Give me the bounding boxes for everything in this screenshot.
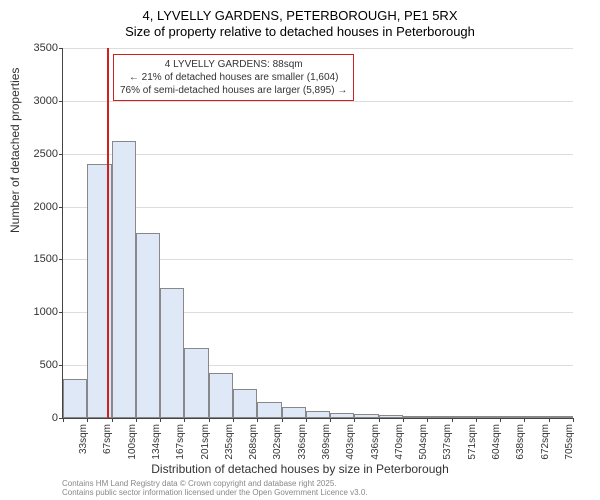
ytick-label: 3500 — [8, 42, 58, 54]
xtick-mark — [282, 418, 283, 422]
ytick-label: 500 — [8, 359, 58, 371]
histogram-bar — [476, 416, 500, 418]
xtick-mark — [476, 418, 477, 422]
xtick-mark — [112, 418, 113, 422]
xtick-label: 672sqm — [540, 424, 551, 474]
gridline-h — [63, 207, 573, 208]
xtick-label: 67sqm — [102, 424, 113, 474]
ytick-mark — [59, 101, 63, 102]
xtick-mark — [233, 418, 234, 422]
xtick-label: 33sqm — [78, 424, 89, 474]
xtick-mark — [330, 418, 331, 422]
xtick-label: 100sqm — [127, 424, 138, 474]
xtick-label: 201sqm — [200, 424, 211, 474]
xtick-mark — [379, 418, 380, 422]
xtick-label: 436sqm — [370, 424, 381, 474]
chart-title-line2: Size of property relative to detached ho… — [0, 24, 600, 39]
ytick-label: 1000 — [8, 306, 58, 318]
xtick-mark — [209, 418, 210, 422]
ytick-label: 2000 — [8, 201, 58, 213]
xtick-mark — [184, 418, 185, 422]
histogram-bar — [549, 416, 573, 418]
xtick-mark — [257, 418, 258, 422]
histogram-bar — [63, 379, 87, 418]
xtick-label: 403sqm — [345, 424, 356, 474]
ytick-mark — [59, 207, 63, 208]
xtick-label: 302sqm — [272, 424, 283, 474]
xtick-mark — [87, 418, 88, 422]
histogram-bar — [257, 402, 281, 418]
histogram-bar — [233, 389, 257, 418]
ytick-mark — [59, 312, 63, 313]
xtick-mark — [573, 418, 574, 422]
annotation-line1: 4 LYVELLY GARDENS: 88sqm — [120, 58, 347, 71]
xtick-label: 235sqm — [224, 424, 235, 474]
histogram-bar — [524, 416, 548, 418]
xtick-mark — [524, 418, 525, 422]
histogram-bar — [184, 348, 208, 418]
xtick-mark — [306, 418, 307, 422]
credits-text: Contains HM Land Registry data © Crown c… — [62, 479, 368, 498]
xtick-label: 705sqm — [564, 424, 575, 474]
histogram-bar — [306, 411, 330, 418]
ytick-mark — [59, 259, 63, 260]
ytick-mark — [59, 48, 63, 49]
plot-area: 4 LYVELLY GARDENS: 88sqm← 21% of detache… — [62, 48, 573, 419]
xtick-label: 167sqm — [175, 424, 186, 474]
ytick-label: 3000 — [8, 95, 58, 107]
ytick-label: 1500 — [8, 253, 58, 265]
xtick-label: 268sqm — [248, 424, 259, 474]
ytick-mark — [59, 154, 63, 155]
xtick-label: 604sqm — [491, 424, 502, 474]
ytick-label: 0 — [8, 412, 58, 424]
xtick-label: 638sqm — [515, 424, 526, 474]
xtick-mark — [500, 418, 501, 422]
xtick-mark — [452, 418, 453, 422]
xtick-mark — [136, 418, 137, 422]
gridline-h — [63, 48, 573, 49]
xtick-label: 537sqm — [442, 424, 453, 474]
marker-line — [107, 48, 109, 418]
xtick-label: 504sqm — [418, 424, 429, 474]
xtick-mark — [427, 418, 428, 422]
xtick-mark — [549, 418, 550, 422]
gridline-h — [63, 154, 573, 155]
annotation-line3: 76% of semi-detached houses are larger (… — [120, 84, 347, 97]
ytick-label: 2500 — [8, 148, 58, 160]
histogram-bar — [427, 416, 451, 418]
ytick-mark — [59, 365, 63, 366]
annotation-box: 4 LYVELLY GARDENS: 88sqm← 21% of detache… — [113, 54, 354, 101]
xtick-label: 336sqm — [297, 424, 308, 474]
histogram-bar — [500, 416, 524, 418]
histogram-bar — [330, 413, 354, 418]
credits-line2: Contains public sector information licen… — [62, 488, 368, 498]
xtick-label: 134sqm — [151, 424, 162, 474]
xtick-mark — [354, 418, 355, 422]
histogram-bar — [136, 233, 160, 418]
histogram-bar — [112, 141, 136, 418]
xtick-label: 571sqm — [467, 424, 478, 474]
xtick-mark — [160, 418, 161, 422]
xtick-label: 470sqm — [394, 424, 405, 474]
histogram-bar — [160, 288, 184, 418]
chart-title-line1: 4, LYVELLY GARDENS, PETERBOROUGH, PE1 5R… — [0, 8, 600, 23]
histogram-bar — [354, 414, 378, 418]
xtick-mark — [403, 418, 404, 422]
histogram-bar — [282, 407, 306, 418]
histogram-bar — [403, 416, 427, 418]
chart-container: 4, LYVELLY GARDENS, PETERBOROUGH, PE1 5R… — [0, 0, 600, 500]
histogram-bar — [379, 415, 403, 418]
histogram-bar — [209, 373, 233, 418]
xtick-mark — [63, 418, 64, 422]
histogram-bar — [452, 416, 476, 418]
xtick-label: 369sqm — [321, 424, 332, 474]
annotation-line2: ← 21% of detached houses are smaller (1,… — [120, 71, 347, 84]
credits-line1: Contains HM Land Registry data © Crown c… — [62, 479, 368, 489]
